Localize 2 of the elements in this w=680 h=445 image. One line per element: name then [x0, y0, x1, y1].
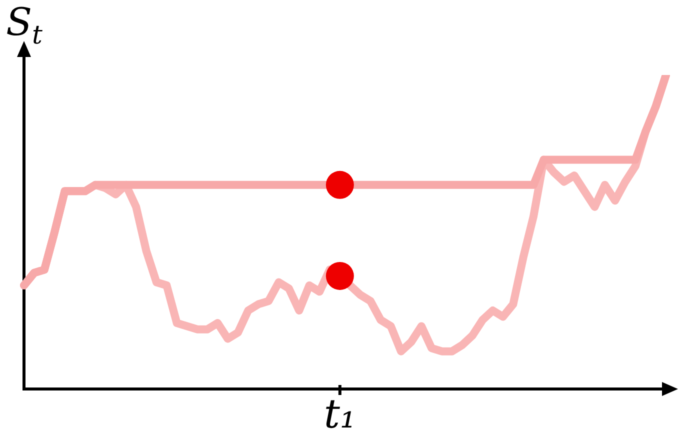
y-axis-title: S$_{t}$: [6, 0, 42, 51]
text: t₁: [324, 391, 356, 438]
